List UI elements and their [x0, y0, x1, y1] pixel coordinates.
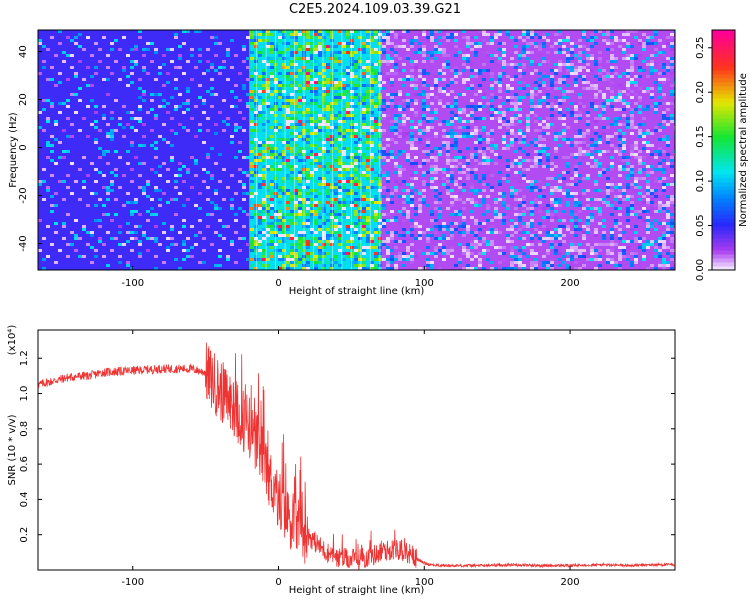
line-x-ticks: -100 0 100 200: [121, 330, 580, 588]
heatmap-y-tick-label: 20: [18, 93, 29, 106]
heatmap-y-tick-label: -40: [18, 235, 29, 251]
colorbar-tick-label: 0.20: [695, 81, 706, 103]
snr-series-line: [38, 342, 675, 570]
line-y-multiplier-label: (x10⁴): [7, 325, 18, 356]
colorbar-tick-label: 0.10: [695, 170, 706, 192]
line-plot-frame: [37, 329, 676, 571]
heatmap-frame: [37, 29, 676, 271]
line-y-ticks: 0.2 0.4 0.6 0.8 1.0 1.2: [19, 350, 675, 543]
line-x-tick-label: 200: [561, 577, 580, 588]
line-x-tick-label: 0: [275, 577, 281, 588]
line-y-tick-label: 0.4: [19, 491, 30, 507]
colorbar: 0.00 0.05 0.10 0.15 0.20 0.25: [695, 29, 736, 281]
heatmap-y-tick-label: -20: [18, 187, 29, 203]
heatmap-field: [38, 30, 675, 270]
heatmap-x-tick-label: 0: [275, 278, 281, 289]
heatmap-y-axis-label: Frequency (Hz): [8, 112, 19, 188]
chart-title: C2E5.2024.109.03.39.G21: [288, 2, 462, 17]
line-y-tick-label: 0.6: [19, 456, 30, 472]
line-x-axis-label: Height of straight line (km): [289, 585, 425, 596]
line-x-tick-label: -100: [121, 577, 144, 588]
colorbar-tick-label: 0.05: [695, 214, 706, 236]
heatmap-y-tick-label: 0: [18, 144, 29, 150]
heatmap-x-tick-label: 100: [415, 278, 434, 289]
heatmap-x-ticks: -100 0 100 200: [121, 266, 580, 289]
heatmap-y-tick-label: 40: [18, 45, 29, 58]
line-y-tick-label: 1.0: [19, 386, 30, 402]
heatmap-x-tick-label: -100: [121, 278, 144, 289]
heatmap-y-ticks: -40 -20 0 20 40: [18, 45, 42, 252]
colorbar-tick-label: 0.25: [695, 37, 706, 59]
colorbar-tick-label: 0.00: [695, 259, 706, 281]
line-y-tick-label: 1.2: [19, 350, 30, 366]
colorbar-frame: [711, 29, 736, 271]
line-y-axis-label: SNR (10 * v/v): [7, 414, 18, 485]
heatmap-x-tick-label: 200: [561, 278, 580, 289]
line-x-tick-label: 100: [415, 577, 434, 588]
colorbar-label: Normalized spectral amplitude: [738, 73, 749, 227]
colorbar-tick-label: 0.15: [695, 126, 706, 148]
line-y-tick-label: 0.2: [19, 527, 30, 543]
line-y-tick-label: 0.8: [19, 421, 30, 437]
heatmap-x-axis-label: Height of straight line (km): [289, 286, 425, 297]
